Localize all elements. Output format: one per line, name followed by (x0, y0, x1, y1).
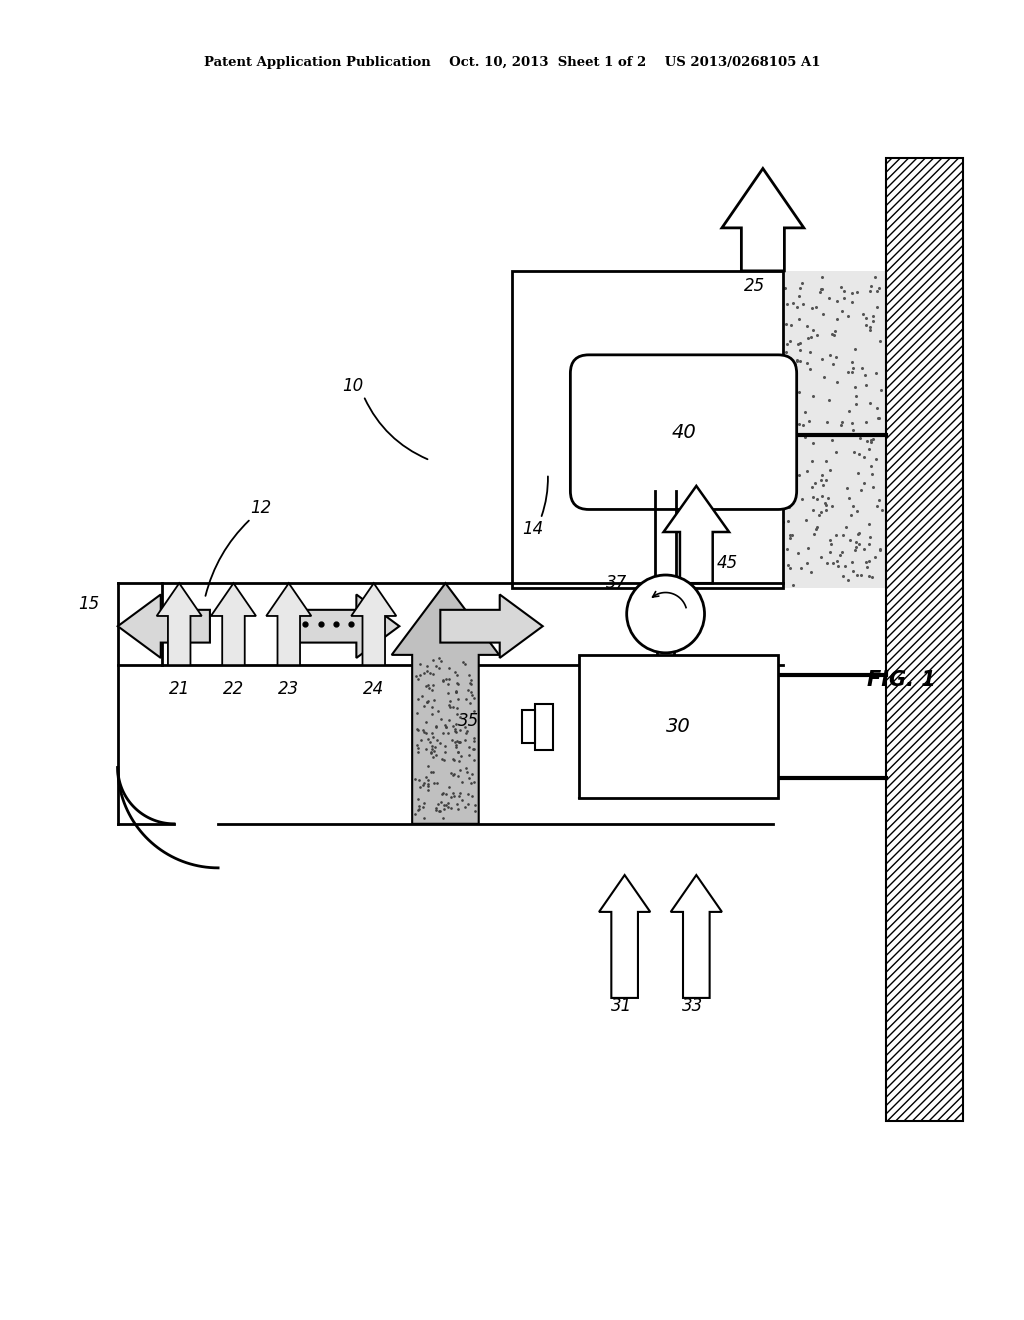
Text: 30: 30 (666, 717, 691, 737)
Text: 33: 33 (682, 997, 702, 1015)
Text: 23: 23 (279, 680, 299, 698)
Polygon shape (211, 583, 256, 665)
Bar (579, 655, 778, 799)
Bar (727, 271, 886, 589)
Bar (535, 704, 553, 750)
Polygon shape (391, 583, 500, 824)
Polygon shape (599, 875, 650, 998)
Text: 31: 31 (611, 997, 632, 1015)
Text: 21: 21 (169, 680, 189, 698)
Text: 24: 24 (364, 680, 384, 698)
Polygon shape (722, 169, 804, 271)
Polygon shape (118, 594, 210, 657)
Bar (512, 271, 783, 589)
Text: 25: 25 (744, 277, 765, 296)
Text: 10: 10 (343, 376, 364, 395)
Polygon shape (664, 486, 729, 583)
Text: 37: 37 (606, 574, 627, 593)
Text: 12: 12 (251, 499, 271, 517)
Text: 45: 45 (717, 553, 737, 572)
Text: Patent Application Publication    Oct. 10, 2013  Sheet 1 of 2    US 2013/0268105: Patent Application Publication Oct. 10, … (204, 55, 820, 69)
Text: 40: 40 (672, 424, 696, 442)
Text: 22: 22 (223, 680, 244, 698)
Polygon shape (266, 583, 311, 665)
Polygon shape (671, 875, 722, 998)
Text: 35: 35 (459, 713, 479, 730)
Bar (886, 158, 963, 1121)
Polygon shape (351, 583, 396, 665)
Text: 14: 14 (522, 520, 543, 539)
FancyBboxPatch shape (570, 355, 797, 510)
Polygon shape (157, 583, 202, 665)
Polygon shape (440, 594, 543, 657)
Circle shape (627, 576, 705, 653)
Bar (522, 710, 535, 743)
Text: FIG. 1: FIG. 1 (866, 671, 936, 690)
Text: 15: 15 (79, 595, 99, 612)
Polygon shape (282, 594, 399, 657)
